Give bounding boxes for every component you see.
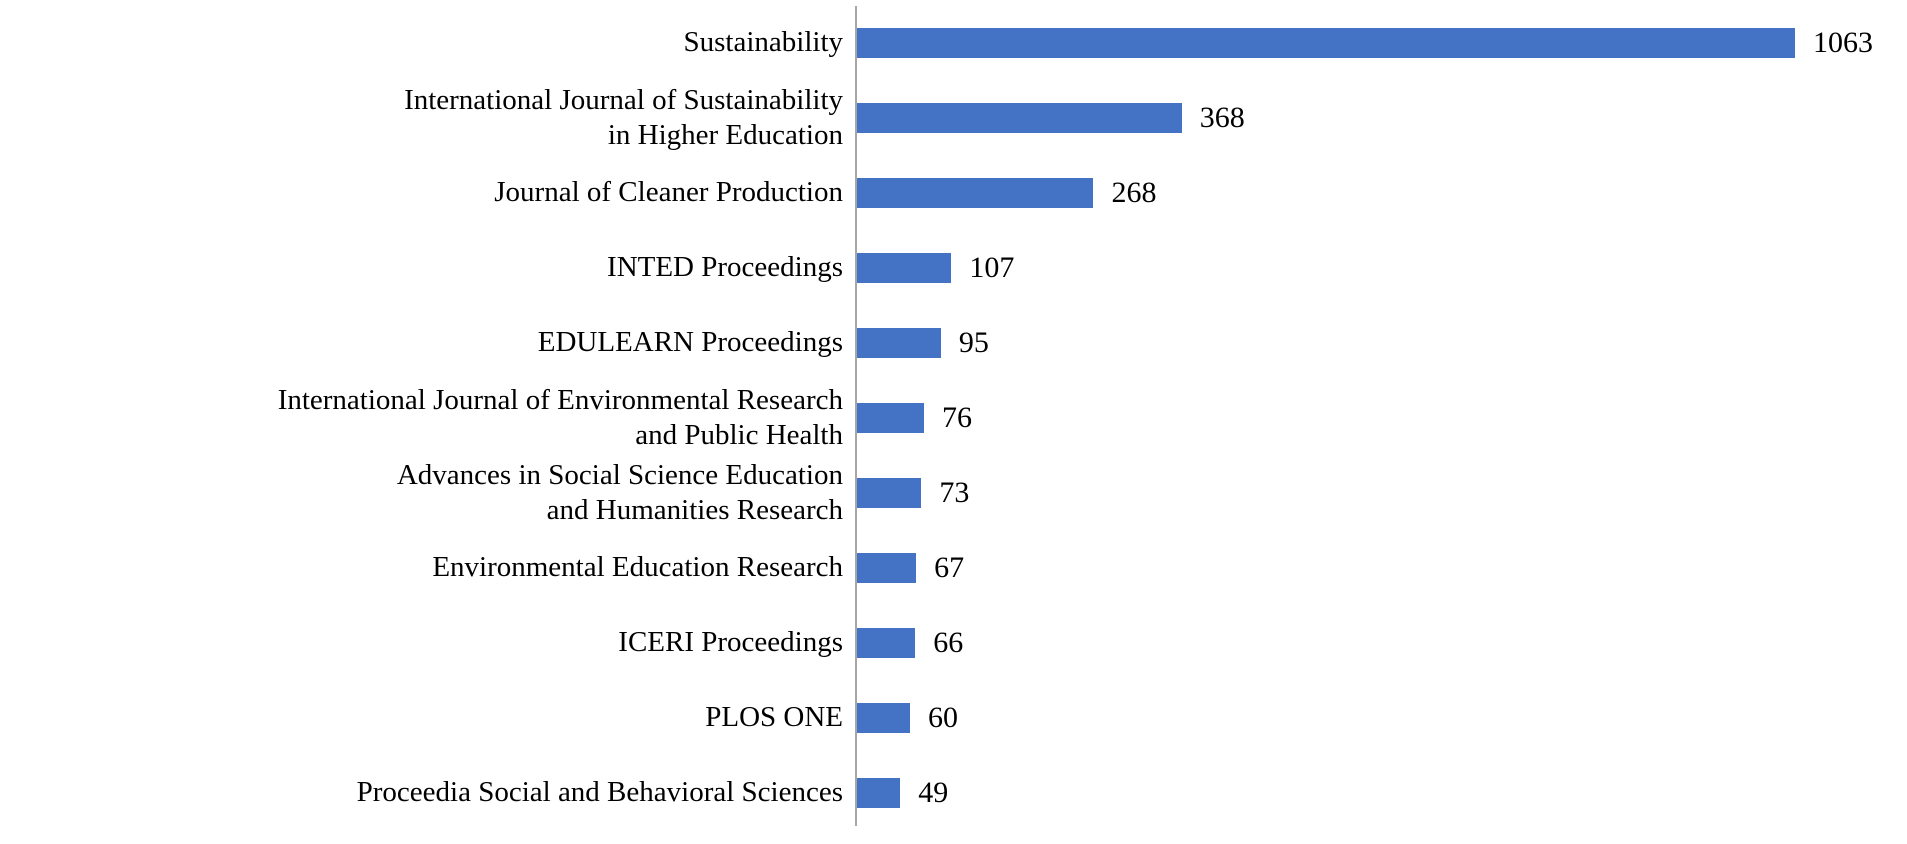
bar xyxy=(857,177,1094,208)
value-label: 107 xyxy=(969,250,1015,284)
category-label: EDULEARN Proceedings xyxy=(537,326,843,358)
plot-cell: 66 xyxy=(855,605,1907,680)
plot-cell: 95 xyxy=(855,305,1907,380)
bar xyxy=(857,102,1182,133)
chart-rows: Sustainability 1063 International Journal … xyxy=(0,5,1907,830)
value-label: 66 xyxy=(933,625,964,659)
value-label: 1063 xyxy=(1812,25,1873,59)
value-label: 67 xyxy=(934,550,965,584)
y-axis-line xyxy=(855,6,857,826)
category-label: Journal of Cleaner Production xyxy=(494,176,843,208)
category-label: Advances in Social Science Education and… xyxy=(396,458,843,526)
bar xyxy=(857,627,916,658)
chart-row: EDULEARN Proceedings 95 xyxy=(0,305,1907,380)
bar xyxy=(857,477,922,508)
chart-row: International Journal of Sustainability … xyxy=(0,80,1907,155)
chart-row: Proceedia Social and Behavioral Sciences… xyxy=(0,755,1907,830)
category-label: International Journal of Sustainability … xyxy=(404,83,843,151)
bar xyxy=(857,327,941,358)
chart-row: ICERI Proceedings 66 xyxy=(0,605,1907,680)
category-label: INTED Proceedings xyxy=(607,251,843,283)
plot-cell: 268 xyxy=(855,155,1907,230)
plot-cell: 67 xyxy=(855,530,1907,605)
plot-cell: 1063 xyxy=(855,5,1907,80)
value-label: 60 xyxy=(927,700,958,734)
chart-row: Sustainability 1063 xyxy=(0,5,1907,80)
chart-row: International Journal of Environmental R… xyxy=(0,380,1907,455)
value-label: 76 xyxy=(942,400,973,434)
category-label: Sustainability xyxy=(683,26,844,58)
bar xyxy=(857,27,1795,58)
plot-cell: 368 xyxy=(855,80,1907,155)
bar xyxy=(857,777,901,808)
category-label: PLOS ONE xyxy=(705,701,843,733)
chart-row: Environmental Education Research 67 xyxy=(0,530,1907,605)
plot-cell: 49 xyxy=(855,755,1907,830)
plot-cell: 76 xyxy=(855,380,1907,455)
chart-row: Journal of Cleaner Production 268 xyxy=(0,155,1907,230)
chart-row: PLOS ONE 60 xyxy=(0,680,1907,755)
category-label: Proceedia Social and Behavioral Sciences xyxy=(356,776,843,808)
value-label: 268 xyxy=(1111,175,1157,209)
value-label: 49 xyxy=(918,775,949,809)
value-label: 95 xyxy=(958,325,989,359)
category-label: ICERI Proceedings xyxy=(618,626,843,658)
bar xyxy=(857,402,925,433)
plot-cell: 107 xyxy=(855,230,1907,305)
bar xyxy=(857,552,917,583)
bar xyxy=(857,252,952,283)
bar xyxy=(857,702,910,733)
chart-row: Advances in Social Science Education and… xyxy=(0,455,1907,530)
category-label: International Journal of Environmental R… xyxy=(277,383,843,451)
value-label: 73 xyxy=(939,475,970,509)
plot-cell: 73 xyxy=(855,455,1907,530)
plot-cell: 60 xyxy=(855,680,1907,755)
chart-row: INTED Proceedings 107 xyxy=(0,230,1907,305)
value-label: 368 xyxy=(1199,100,1245,134)
category-label: Environmental Education Research xyxy=(432,551,843,583)
